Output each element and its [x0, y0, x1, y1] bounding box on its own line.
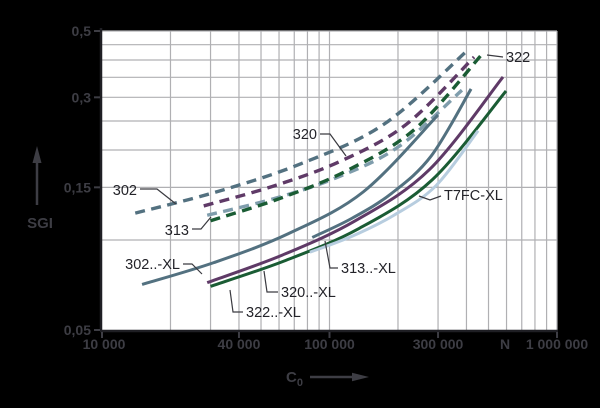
- curve-313: [206, 88, 464, 217]
- y-tick-label: 0,05: [64, 322, 91, 338]
- x-axis-arrow-icon: [310, 372, 369, 382]
- curve-label-320XL: 320..-XL: [281, 285, 336, 301]
- leader-line-320: [320, 133, 347, 157]
- y-axis-title-group: SGI: [27, 146, 53, 232]
- y-tick-label: 0,15: [64, 179, 91, 195]
- x-tick-label: 40 000: [218, 336, 261, 352]
- leader-line-T7FC: [418, 195, 442, 201]
- curve-320: [203, 55, 476, 208]
- y-tick-label: 0,3: [72, 89, 92, 105]
- curve-annotations: 302 320 313 322 302..-XL 320..-XL 313..-XL 322.…: [113, 50, 530, 321]
- tick-marks: [94, 30, 558, 338]
- axes: [99, 28, 558, 333]
- x-tick-label: 1 000 000: [526, 336, 588, 352]
- curve-302: [134, 48, 470, 215]
- curve-313XL: [311, 88, 473, 239]
- curve-label-302: 302: [113, 183, 137, 199]
- y-axis-title: SGI: [27, 215, 53, 232]
- leader-line-313XL: [324, 240, 338, 269]
- y-axis-arrow-icon: [32, 146, 42, 205]
- x-axis-title: C0: [286, 369, 303, 389]
- curve-label-322XL: 322..-XL: [246, 305, 301, 321]
- curve-group: [134, 48, 508, 288]
- curve-label-322: 322: [506, 50, 530, 66]
- y-tick-label: 0,5: [72, 23, 92, 39]
- curve-302XL: [141, 113, 440, 286]
- x-tick-label: 300 000: [413, 336, 464, 352]
- curve-320XL: [206, 76, 505, 285]
- x-tick-label: 10 000: [83, 336, 126, 352]
- x-tick-label: 100 000: [304, 336, 355, 352]
- curve-label-T7FC: T7FC-XL: [444, 188, 503, 204]
- grid-lines: [102, 30, 558, 330]
- curve-label-313: 313: [165, 223, 189, 239]
- curve-label-320: 320: [293, 127, 317, 143]
- x-axis-title-group: C0: [286, 369, 369, 389]
- leader-line-320XL: [263, 270, 278, 293]
- curve-label-302XL: 302..-XL: [125, 257, 180, 273]
- curve-322: [210, 51, 485, 223]
- leader-line-322XL: [229, 289, 243, 313]
- curve-label-313XL: 313..-XL: [341, 261, 396, 277]
- x-unit-label: N: [500, 336, 510, 352]
- curve-322XL: [210, 90, 508, 288]
- leader-line-302XL: [183, 263, 203, 275]
- leader-line-322: [486, 54, 504, 58]
- curve-T7FC: [309, 129, 480, 254]
- leader-line-302: [140, 188, 177, 205]
- leader-line-313: [192, 216, 212, 230]
